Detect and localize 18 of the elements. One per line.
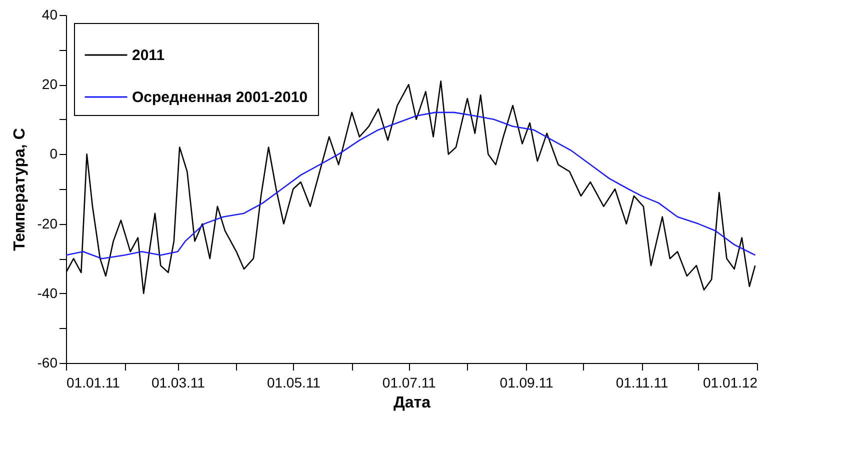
y-tick-label: -40: [37, 284, 58, 301]
y-tick-label: 40: [42, 6, 58, 22]
x-tick-label: 01.11.11: [616, 374, 668, 390]
x-tick-label: 01.05.11: [266, 374, 321, 390]
x-tick-label: 01.01.12: [703, 374, 758, 390]
y-tick-label: 20: [42, 76, 58, 92]
y-tick-label: 0: [50, 146, 58, 162]
y-axis-title: Температура, С: [11, 128, 28, 251]
y-tick-label: -20: [37, 215, 58, 232]
x-tick-label: 01.07.11: [382, 374, 436, 390]
x-tick-label: 01.03.11: [151, 374, 206, 390]
legend-label: 2011: [132, 47, 165, 64]
legend-label: Осредненная 2001-2010: [132, 89, 308, 106]
x-tick-label: 01.09.11: [500, 374, 554, 390]
y-tick-label: -60: [37, 354, 58, 370]
line-series: [66, 112, 756, 260]
x-axis-title: Дата: [393, 394, 431, 412]
x-tick-label: 01.01.11: [66, 374, 120, 390]
